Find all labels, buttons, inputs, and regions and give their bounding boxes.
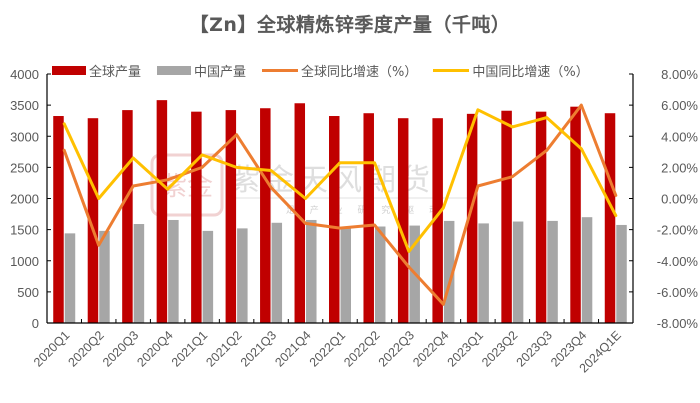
line-series (62, 103, 618, 306)
watermark-seal-icon (150, 153, 224, 217)
x-axis-tick-label: 2021Q4 (272, 328, 313, 369)
legend-swatch-china-yoy (433, 69, 470, 72)
bar-global-output (501, 110, 512, 323)
bar-global-output (53, 116, 64, 323)
chart-legend: 全球产量 中国产量 全球同比增速（%） 中国同比增速（%） (52, 61, 605, 80)
legend-item-global-output: 全球产量 (52, 61, 141, 80)
x-axis-tick-label: 2022Q1 (307, 328, 348, 369)
x-axis-tick-label: 2022Q4 (410, 328, 451, 369)
left-axis-tick-label: 0 (32, 316, 39, 331)
bar-china-output (547, 220, 558, 323)
legend-item-global-yoy: 全球同比增速（%） (262, 61, 417, 80)
bar-china-output (168, 219, 179, 323)
bar-china-output (237, 228, 248, 323)
x-axis-tick-label: 2020Q1 (31, 328, 72, 369)
line-global-yoy (62, 103, 618, 306)
bar-global-output (329, 116, 340, 323)
legend-item-china-yoy: 中国同比增速（%） (433, 61, 589, 80)
x-axis-tick-label: 2023Q3 (514, 328, 555, 369)
bar-global-output (570, 106, 581, 324)
right-axis-tick-label: 6.00% (661, 98, 698, 113)
right-axis-tick-label: -2.00% (657, 223, 699, 238)
right-axis-tick-label: 2.00% (661, 160, 698, 175)
bar-china-output (99, 230, 110, 323)
x-axis-tick-label: 2021Q2 (203, 328, 244, 369)
right-axis-tick-label: 0.00% (661, 192, 698, 207)
bar-china-output (512, 221, 524, 323)
x-axis-tick-label: 2021Q3 (238, 328, 279, 369)
right-axis-tick-label: 8.00% (661, 67, 698, 82)
bar-china-output (133, 224, 145, 323)
x-axis-tick-label: 2021Q1 (169, 328, 210, 369)
bar-global-output (191, 111, 202, 323)
line-china-yoy (62, 108, 618, 253)
x-axis-tick-label: 2020Q3 (100, 328, 141, 369)
left-axis-tick-label: 2000 (10, 192, 39, 207)
legend-swatch-china-output (157, 66, 192, 75)
bar-global-output (466, 113, 478, 323)
left-axis-tick-label: 3000 (10, 129, 39, 144)
legend-swatch-global-output (52, 66, 86, 75)
legend-label-china-yoy: 中国同比增速（%） (472, 65, 589, 80)
bar-global-output (260, 108, 271, 323)
bar-global-output (156, 100, 168, 324)
chart-title: 【Zn】全球精炼锌季度产量（千吨） (189, 14, 511, 36)
bar-china-output (616, 224, 627, 323)
x-axis-tick-label: 2022Q3 (376, 328, 417, 369)
legend-swatch-global-yoy (262, 69, 299, 72)
bar-china-output (340, 228, 351, 323)
bar-china-output (478, 223, 489, 323)
bar-china-output (374, 226, 386, 323)
x-axis-tick-label: 2020Q2 (65, 328, 106, 369)
bar-china-output (271, 222, 283, 323)
bar-china-output (306, 219, 317, 323)
left-axis-tick-label: 2500 (10, 160, 39, 175)
bar-global-output (604, 113, 616, 323)
bar-global-output (122, 110, 133, 323)
right-axis-tick-label: 4.00% (661, 129, 698, 144)
bar-global-output (535, 111, 547, 323)
bar-global-output (432, 118, 443, 323)
bar-china-output (64, 233, 76, 323)
left-axis-tick-label: 3500 (10, 98, 39, 113)
left-axis-tick-label: 4000 (10, 67, 39, 82)
x-axis-tick-label: 2022Q2 (341, 328, 382, 369)
bar-global-output (294, 103, 306, 323)
bar-china-output (443, 220, 455, 323)
bar-china-output (202, 230, 214, 323)
left-axis-tick-label: 500 (17, 285, 39, 300)
x-axis-tick-label: 2020Q4 (134, 328, 175, 369)
left-axis-tick-label: 1000 (10, 254, 39, 269)
bar-global-output (87, 118, 99, 323)
legend-label-global-yoy: 全球同比增速（%） (301, 65, 418, 80)
right-axis-tick-label: -6.00% (657, 285, 699, 300)
bar-global-output (363, 113, 374, 323)
x-axis-tick-label: 2023Q2 (479, 328, 520, 369)
right-axis-tick-label: -4.00% (657, 254, 699, 269)
bar-global-output (225, 110, 237, 323)
legend-label-china-output: 中国产量 (194, 65, 247, 80)
right-axis-tick-label: -8.00% (657, 316, 699, 331)
legend-item-china-output: 中国产量 (157, 61, 246, 80)
bar-global-output (397, 118, 409, 323)
left-axis-tick-label: 1500 (10, 223, 39, 238)
legend-label-global-output: 全球产量 (89, 65, 142, 80)
bar-china-output (581, 217, 593, 323)
x-axis-tick-label: 2023Q1 (445, 328, 486, 369)
